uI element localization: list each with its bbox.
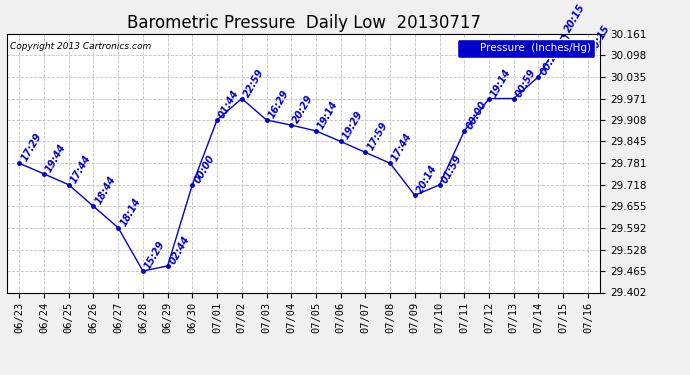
Text: 01:44: 01:44 xyxy=(217,88,241,120)
Text: 19:44: 19:44 xyxy=(44,142,68,174)
Text: 19:14: 19:14 xyxy=(316,99,340,131)
Text: 17:29: 17:29 xyxy=(19,132,43,163)
Text: 15:29: 15:29 xyxy=(143,239,167,271)
Text: 16:29: 16:29 xyxy=(266,88,290,120)
Title: Barometric Pressure  Daily Low  20130717: Barometric Pressure Daily Low 20130717 xyxy=(126,14,481,32)
Text: 22:59: 22:59 xyxy=(241,67,266,99)
Text: 20:15: 20:15 xyxy=(563,2,587,34)
Text: 17:59: 17:59 xyxy=(366,121,390,152)
Text: 20:14: 20:14 xyxy=(415,164,439,195)
Text: Copyright 2013 Cartronics.com: Copyright 2013 Cartronics.com xyxy=(10,42,151,51)
Text: 00:59: 00:59 xyxy=(514,67,538,99)
Text: 17:44: 17:44 xyxy=(390,132,414,163)
Text: 00:00: 00:00 xyxy=(464,99,489,131)
Text: 00:29: 00:29 xyxy=(538,45,562,77)
Text: 17:44: 17:44 xyxy=(69,153,93,185)
Text: 18:14: 18:14 xyxy=(118,196,142,228)
Text: 19:14: 19:14 xyxy=(489,67,513,99)
Text: 01:59: 01:59 xyxy=(440,153,464,185)
Text: 20:29: 20:29 xyxy=(291,93,315,125)
Text: 02:44: 02:44 xyxy=(168,234,192,266)
Text: 00:00: 00:00 xyxy=(193,153,217,185)
Text: 18:44: 18:44 xyxy=(93,174,117,206)
Text: 19:29: 19:29 xyxy=(341,110,365,141)
Text: 20:15: 20:15 xyxy=(588,24,612,55)
Legend: Pressure  (Inches/Hg): Pressure (Inches/Hg) xyxy=(457,39,595,57)
